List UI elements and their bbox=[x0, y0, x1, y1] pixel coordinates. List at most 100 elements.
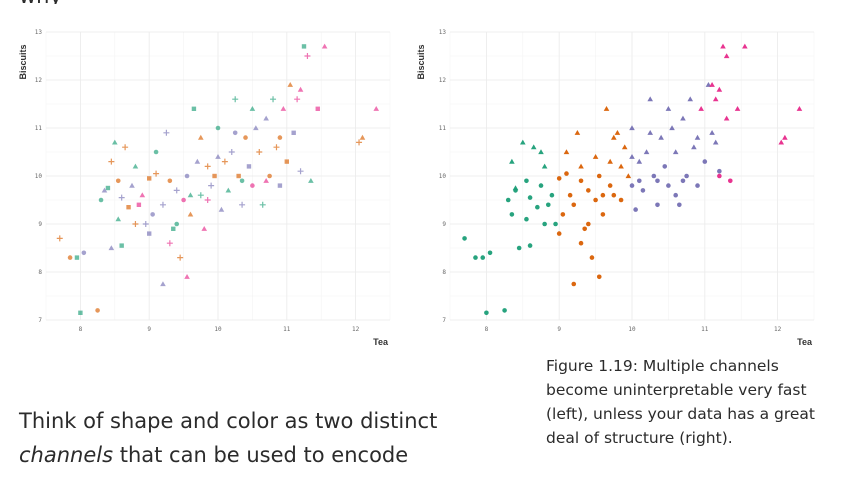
data-point bbox=[101, 187, 108, 193]
data-point bbox=[132, 221, 139, 227]
data-point bbox=[677, 202, 682, 208]
data-point bbox=[563, 149, 570, 155]
data-point bbox=[98, 197, 104, 203]
data-point bbox=[556, 231, 562, 236]
data-point bbox=[163, 129, 170, 136]
data-point bbox=[618, 163, 624, 169]
body-text-emphasis: channels bbox=[19, 443, 114, 467]
data-point bbox=[184, 173, 190, 179]
y-tick-label: 8 bbox=[38, 269, 42, 276]
data-point bbox=[509, 158, 515, 164]
data-point bbox=[705, 82, 712, 87]
y-tick-label: 10 bbox=[439, 173, 447, 180]
data-point bbox=[147, 176, 152, 181]
data-point bbox=[181, 197, 186, 203]
data-point bbox=[256, 149, 263, 155]
data-point bbox=[527, 243, 533, 248]
x-tick-label: 11 bbox=[701, 326, 709, 333]
data-point bbox=[194, 158, 201, 164]
data-point bbox=[600, 192, 606, 198]
data-point bbox=[717, 173, 722, 179]
data-point bbox=[150, 212, 155, 217]
data-point bbox=[166, 240, 173, 247]
data-point bbox=[538, 183, 544, 188]
x-tick-label: 11 bbox=[283, 326, 291, 333]
data-point bbox=[277, 135, 283, 140]
data-point bbox=[212, 173, 217, 179]
data-point bbox=[662, 164, 668, 169]
data-point bbox=[702, 159, 708, 164]
data-point bbox=[270, 96, 277, 103]
y-tick-label: 7 bbox=[38, 317, 42, 324]
y-tick-label: 8 bbox=[442, 269, 446, 276]
data-point bbox=[712, 139, 719, 145]
data-point bbox=[287, 82, 294, 87]
data-point bbox=[246, 164, 252, 169]
y-tick-label: 7 bbox=[442, 317, 446, 324]
data-point bbox=[221, 158, 228, 165]
data-point bbox=[516, 245, 522, 251]
data-point bbox=[542, 221, 547, 227]
data-point bbox=[67, 255, 73, 260]
data-point bbox=[480, 255, 486, 260]
x-tick-label: 8 bbox=[485, 326, 489, 333]
y-tick-label: 11 bbox=[439, 125, 447, 132]
data-point bbox=[530, 144, 537, 150]
data-point bbox=[153, 149, 159, 155]
data-point bbox=[549, 192, 555, 198]
x-tick-label: 9 bbox=[147, 326, 151, 333]
data-point bbox=[680, 115, 686, 121]
data-point bbox=[108, 245, 115, 251]
data-point bbox=[122, 144, 129, 151]
data-point bbox=[297, 86, 304, 92]
data-point bbox=[586, 221, 591, 227]
data-point bbox=[560, 212, 566, 217]
y-tick-label: 13 bbox=[35, 29, 43, 36]
data-point bbox=[647, 130, 653, 135]
data-point bbox=[571, 281, 577, 287]
y-tick-label: 11 bbox=[35, 125, 43, 132]
data-point bbox=[74, 255, 80, 260]
data-point bbox=[197, 192, 204, 199]
data-point bbox=[304, 53, 311, 59]
data-point bbox=[95, 308, 100, 313]
data-point bbox=[655, 178, 660, 184]
data-point bbox=[56, 235, 63, 242]
data-point bbox=[673, 192, 678, 198]
x-axis-title: Tea bbox=[797, 337, 813, 347]
data-point bbox=[263, 178, 269, 183]
data-point bbox=[669, 125, 675, 131]
data-point bbox=[651, 173, 657, 179]
data-point bbox=[118, 194, 125, 201]
data-point bbox=[621, 144, 628, 150]
data-point bbox=[582, 226, 587, 232]
data-point bbox=[607, 183, 613, 188]
data-point bbox=[611, 134, 617, 140]
data-point bbox=[611, 192, 617, 198]
data-point bbox=[723, 53, 730, 59]
data-point bbox=[81, 250, 87, 256]
data-point bbox=[545, 202, 551, 208]
data-point bbox=[636, 178, 642, 184]
data-point bbox=[263, 115, 269, 121]
data-point bbox=[727, 178, 733, 184]
data-point bbox=[315, 106, 320, 111]
data-point bbox=[147, 231, 152, 236]
x-tick-label: 12 bbox=[774, 326, 782, 333]
data-point bbox=[723, 115, 730, 121]
data-point bbox=[578, 240, 584, 246]
data-point bbox=[139, 192, 146, 198]
data-point bbox=[527, 195, 533, 200]
data-point bbox=[171, 226, 176, 231]
data-point bbox=[204, 163, 211, 170]
data-point bbox=[356, 139, 363, 146]
y-tick-label: 10 bbox=[35, 173, 43, 180]
data-point bbox=[236, 173, 241, 179]
data-point bbox=[204, 197, 211, 203]
grid-lines bbox=[45, 31, 391, 321]
data-point bbox=[571, 202, 577, 208]
data-point bbox=[629, 183, 635, 188]
body-text-end: that can be used to encode bbox=[113, 443, 409, 467]
data-point bbox=[177, 254, 184, 261]
data-point bbox=[232, 96, 239, 103]
